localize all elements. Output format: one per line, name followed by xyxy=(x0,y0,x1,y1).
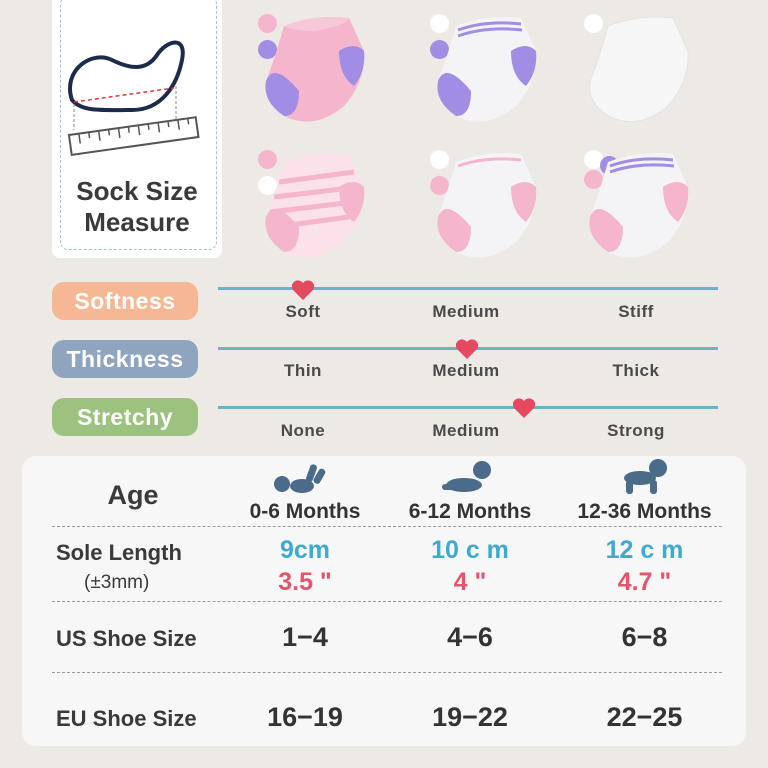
sole-length-label: Sole Length xyxy=(56,540,182,565)
age-header: Age xyxy=(107,480,159,510)
table-divider xyxy=(52,672,722,673)
table-divider xyxy=(52,526,722,527)
baby-crawling-icon xyxy=(624,459,667,494)
color-dot-purple xyxy=(430,40,449,59)
color-dot-pink xyxy=(584,170,603,189)
stretchy-level-none: None xyxy=(280,421,326,440)
us-size-2: 6−8 xyxy=(621,622,668,652)
softness-track xyxy=(218,287,718,290)
age-col-1: 6-12 Months xyxy=(408,500,532,523)
sole-cm-1: 10 c m xyxy=(431,536,509,564)
measure-card-border xyxy=(60,0,217,250)
table-divider xyxy=(52,601,722,602)
sock-white-pink xyxy=(437,153,537,258)
sole-inch-1: 4 " xyxy=(453,568,487,596)
age-col-0: 0-6 Months xyxy=(249,500,361,523)
thickness-level-thin: Thin xyxy=(284,361,322,380)
baby-tummy-icon xyxy=(442,461,491,492)
color-dot-pink xyxy=(430,176,449,195)
color-dot-purple xyxy=(258,40,277,59)
sole-cm-2: 12 c m xyxy=(605,536,684,564)
baby-lying-icon xyxy=(274,464,326,493)
thickness-label: Thickness xyxy=(52,340,198,378)
eu-size-label: EU Shoe Size xyxy=(56,706,197,731)
stretchy-level-strong: Strong xyxy=(607,421,665,440)
sock-white-purple xyxy=(437,17,537,122)
us-size-label: US Shoe Size xyxy=(56,626,197,651)
color-dot-white xyxy=(430,14,449,33)
sole-tolerance: (±3mm) xyxy=(84,572,150,593)
us-size-1: 4−6 xyxy=(447,622,493,652)
softness-level-medium: Medium xyxy=(432,302,500,321)
stretchy-label: Stretchy xyxy=(52,398,198,436)
age-col-2: 12-36 Months xyxy=(577,500,712,523)
sock-white-pink-purple xyxy=(589,153,689,258)
foot-ruler-icon xyxy=(67,40,200,156)
eu-size-2: 22−25 xyxy=(606,702,683,732)
thickness-level-thick: Thick xyxy=(612,361,660,380)
softness-heart-icon xyxy=(291,280,315,300)
stretchy-level-medium: Medium xyxy=(432,421,500,440)
measure-title: Sock Size Measure xyxy=(76,176,198,237)
softness-level-stiff: Stiff xyxy=(618,302,654,321)
sole-inch-2: 4.7 " xyxy=(617,568,672,596)
softness-level-soft: Soft xyxy=(285,302,321,321)
sock-white xyxy=(588,16,689,123)
thickness-level-medium: Medium xyxy=(432,361,500,380)
stretchy-heart-icon xyxy=(512,398,536,418)
color-dot-white xyxy=(258,176,277,195)
sole-inch-0: 3.5 " xyxy=(278,568,332,596)
sock-pink-purple xyxy=(265,17,365,122)
color-dot-pink xyxy=(258,150,277,169)
color-dot-pink xyxy=(258,14,277,33)
stretchy-track xyxy=(218,406,718,409)
us-size-0: 1−4 xyxy=(282,622,328,652)
sock-pink-stripe xyxy=(265,153,365,258)
eu-size-1: 19−22 xyxy=(432,702,508,732)
softness-label: Softness xyxy=(52,282,198,320)
thickness-heart-icon xyxy=(455,339,479,359)
color-dot-white xyxy=(584,14,603,33)
sole-cm-0: 9cm xyxy=(279,536,331,564)
color-dot-white xyxy=(584,150,603,169)
eu-size-0: 16−19 xyxy=(267,702,343,732)
color-dot-white xyxy=(430,150,449,169)
